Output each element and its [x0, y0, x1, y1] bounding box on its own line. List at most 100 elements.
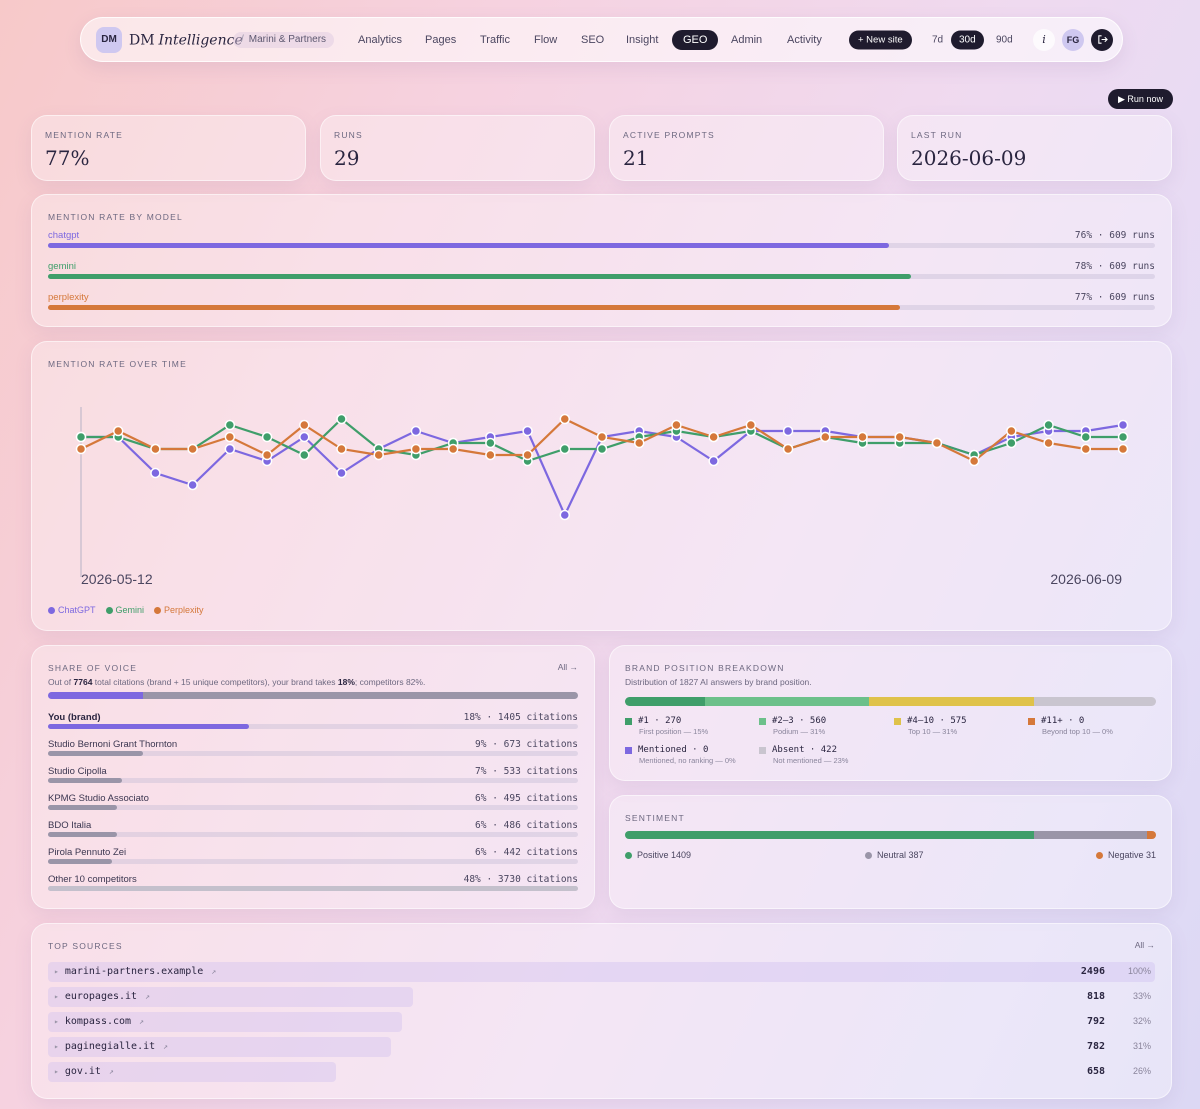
- sov-row[interactable]: BDO Italia 6% · 486 citations: [48, 820, 578, 846]
- data-point-perplexity[interactable]: [150, 443, 161, 455]
- nav-pages[interactable]: Pages: [425, 33, 457, 46]
- legend-perplexity[interactable]: Perplexity: [154, 605, 204, 615]
- data-point-gemini[interactable]: [1043, 419, 1054, 431]
- data-point-perplexity[interactable]: [261, 449, 273, 461]
- data-point-perplexity[interactable]: [857, 431, 868, 443]
- sov-row[interactable]: You (brand) 18% · 1405 citations: [48, 712, 578, 738]
- external-link-icon[interactable]: ↗: [108, 1067, 114, 1076]
- data-point-gemini[interactable]: [261, 431, 273, 443]
- data-point-chatgpt[interactable]: [187, 479, 198, 491]
- data-point-chatgpt[interactable]: [224, 443, 236, 455]
- data-point-gemini[interactable]: [485, 437, 496, 449]
- data-point-perplexity[interactable]: [1043, 437, 1054, 449]
- data-point-chatgpt[interactable]: [410, 425, 422, 437]
- brand-name[interactable]: DM Intelligence: [129, 31, 243, 48]
- data-point-gemini[interactable]: [1117, 431, 1129, 443]
- range-30d[interactable]: 30d: [951, 30, 984, 49]
- expand-icon[interactable]: ▸: [54, 1042, 59, 1051]
- data-point-perplexity[interactable]: [596, 431, 608, 443]
- expand-icon[interactable]: ▸: [54, 1017, 59, 1026]
- sov-row[interactable]: Studio Bernoni Grant Thornton 9% · 673 ci…: [48, 739, 578, 765]
- data-point-chatgpt[interactable]: [1117, 419, 1129, 431]
- data-point-perplexity[interactable]: [410, 443, 422, 455]
- range-7d[interactable]: 7d: [932, 34, 944, 45]
- range-90d[interactable]: 90d: [996, 34, 1013, 45]
- sov-row[interactable]: Studio Cipolla 7% · 533 citations: [48, 766, 578, 792]
- data-point-perplexity[interactable]: [373, 449, 384, 461]
- external-link-icon[interactable]: ↗: [139, 1017, 144, 1026]
- nav-geo[interactable]: GEO: [672, 29, 719, 50]
- user-avatar[interactable]: FG: [1062, 28, 1084, 51]
- data-point-gemini[interactable]: [75, 431, 87, 443]
- data-point-perplexity[interactable]: [708, 431, 719, 443]
- sov-row[interactable]: KPMG Studio Associato 6% · 495 citations: [48, 793, 578, 819]
- sources-all-link[interactable]: All →: [1134, 940, 1155, 950]
- expand-icon[interactable]: ▸: [54, 1067, 59, 1076]
- data-point-gemini[interactable]: [224, 419, 236, 431]
- legend-gemini[interactable]: Gemini: [105, 605, 144, 615]
- data-point-gemini[interactable]: [559, 443, 571, 455]
- data-point-gemini[interactable]: [299, 449, 310, 461]
- data-point-perplexity[interactable]: [187, 443, 198, 455]
- data-point-gemini[interactable]: [596, 443, 608, 455]
- data-point-perplexity[interactable]: [299, 419, 310, 431]
- source-row[interactable]: ▸ europages.it ↗ 818 33%: [48, 987, 1155, 1007]
- data-point-chatgpt[interactable]: [336, 467, 347, 479]
- data-point-perplexity[interactable]: [745, 419, 757, 431]
- logout-icon[interactable]: [1091, 28, 1113, 51]
- nav-analytics[interactable]: Analytics: [358, 33, 403, 46]
- data-point-chatgpt[interactable]: [150, 467, 161, 479]
- data-point-chatgpt[interactable]: [299, 431, 310, 443]
- data-point-perplexity[interactable]: [671, 419, 682, 431]
- position-item: #1 · 270 First position — 15%: [625, 716, 708, 736]
- nav-insight[interactable]: Insight: [626, 33, 659, 46]
- expand-icon[interactable]: ▸: [54, 967, 59, 976]
- nav-seo[interactable]: SEO: [581, 33, 605, 46]
- sov-all-link[interactable]: All →: [557, 662, 578, 672]
- external-link-icon[interactable]: ↗: [211, 967, 217, 976]
- data-point-chatgpt[interactable]: [782, 425, 794, 437]
- data-point-perplexity[interactable]: [336, 443, 347, 455]
- data-point-perplexity[interactable]: [224, 431, 236, 443]
- sov-row[interactable]: Pirola Pennuto Zei 6% · 442 citations: [48, 847, 578, 873]
- site-breadcrumb[interactable]: / Marini & Partners: [233, 31, 335, 48]
- data-point-perplexity[interactable]: [559, 413, 571, 425]
- data-point-gemini[interactable]: [336, 413, 347, 425]
- nav-traffic[interactable]: Traffic: [480, 33, 510, 46]
- data-point-perplexity[interactable]: [931, 437, 943, 449]
- nav-flow[interactable]: Flow: [534, 33, 558, 46]
- source-row[interactable]: ▸ marini-partners.example ↗ 2496 100%: [48, 962, 1155, 982]
- data-point-perplexity[interactable]: [782, 443, 794, 455]
- info-icon[interactable]: i: [1033, 28, 1055, 51]
- data-point-perplexity[interactable]: [1080, 443, 1092, 455]
- source-row[interactable]: ▸ kompass.com ↗ 792 32%: [48, 1012, 1155, 1032]
- source-row[interactable]: ▸ paginegialle.it ↗ 782 31%: [48, 1037, 1155, 1057]
- external-link-icon[interactable]: ↗: [163, 1042, 168, 1051]
- data-point-gemini[interactable]: [1006, 437, 1017, 449]
- sov-row[interactable]: Other 10 competitors 48% · 3730 citations: [48, 874, 578, 900]
- data-point-perplexity[interactable]: [75, 443, 87, 455]
- source-row[interactable]: ▸ gov.it ↗ 658 26%: [48, 1062, 1155, 1082]
- logo-badge[interactable]: DM: [96, 26, 122, 53]
- data-point-perplexity[interactable]: [1117, 443, 1129, 455]
- data-point-perplexity[interactable]: [112, 425, 124, 437]
- data-point-perplexity[interactable]: [447, 443, 459, 455]
- data-point-chatgpt[interactable]: [522, 425, 533, 437]
- data-point-gemini[interactable]: [1080, 431, 1092, 443]
- external-link-icon[interactable]: ↗: [145, 992, 150, 1001]
- expand-icon[interactable]: ▸: [54, 992, 59, 1001]
- nav-admin[interactable]: Admin: [731, 33, 763, 46]
- nav-activity[interactable]: Activity: [787, 33, 822, 46]
- data-point-perplexity[interactable]: [1006, 425, 1017, 437]
- new-site-button[interactable]: + New site: [849, 30, 912, 49]
- data-point-perplexity[interactable]: [633, 437, 645, 449]
- run-now-button[interactable]: ▶ Run now: [1108, 89, 1173, 109]
- data-point-perplexity[interactable]: [485, 449, 496, 461]
- data-point-chatgpt[interactable]: [559, 509, 571, 521]
- data-point-chatgpt[interactable]: [708, 455, 719, 467]
- data-point-perplexity[interactable]: [968, 455, 980, 467]
- data-point-perplexity[interactable]: [820, 431, 831, 443]
- data-point-perplexity[interactable]: [894, 431, 905, 443]
- data-point-perplexity[interactable]: [522, 449, 533, 461]
- legend-chatgpt[interactable]: ChatGPT: [48, 605, 96, 615]
